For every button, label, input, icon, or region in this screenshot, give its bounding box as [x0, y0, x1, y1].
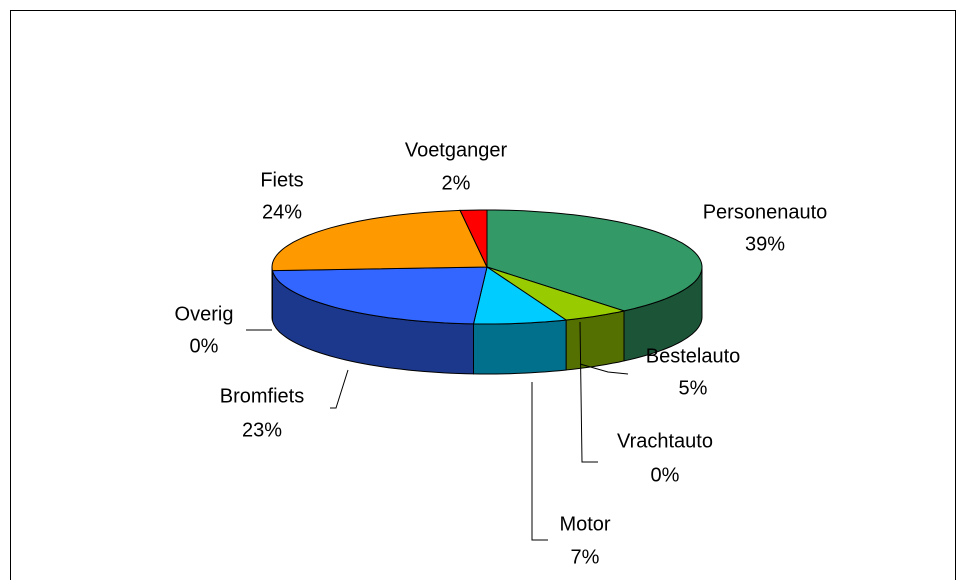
slice-label: Vrachtauto — [617, 430, 713, 452]
slice — [486, 266, 626, 321]
slice — [486, 209, 703, 312]
leader-line — [579, 363, 629, 375]
slice-side — [565, 310, 625, 371]
slice-label: Motor — [559, 513, 610, 535]
labels: Personenauto 39% Bestelauto 5% Vrachtauto 0% M… — [175, 139, 828, 568]
slice-value-label: 39% — [745, 233, 785, 255]
slice-label: Voetganger — [405, 139, 508, 161]
slice-label: Overig — [175, 303, 234, 325]
slice-value-label: 23% — [242, 419, 282, 441]
slice — [459, 209, 488, 268]
leader-line — [330, 369, 349, 409]
slice-label: Bestelauto — [646, 345, 741, 367]
leader-lines — [246, 321, 629, 541]
leader-line — [579, 321, 598, 463]
slice — [271, 266, 488, 325]
slices — [271, 209, 703, 375]
slice — [271, 209, 488, 272]
slice-label: Bromfiets — [220, 385, 304, 407]
slice-value-label: 24% — [262, 201, 302, 223]
slice-value-label: 2% — [442, 172, 471, 194]
slice-side — [473, 319, 567, 375]
leader-line — [531, 382, 548, 541]
slice-value-label: 5% — [679, 377, 708, 399]
slice-value-label: 7% — [571, 546, 600, 568]
slice-label: Fiets — [260, 169, 303, 191]
slice — [472, 266, 568, 325]
slice-value-label: 0% — [651, 464, 680, 486]
slice-label: Personenauto — [703, 201, 828, 223]
slice-value-label: 0% — [190, 335, 219, 357]
